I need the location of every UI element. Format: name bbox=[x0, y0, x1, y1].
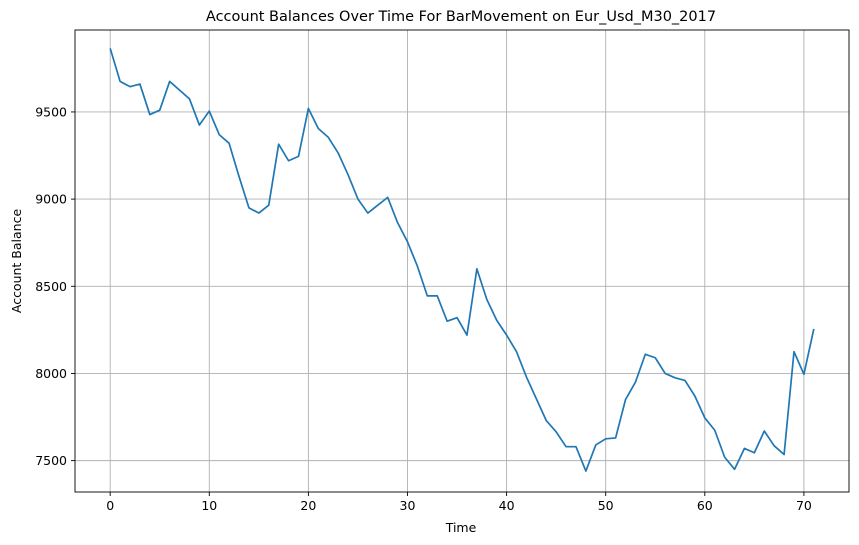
x-axis-label: Time bbox=[445, 520, 477, 535]
tick-layer: 0 10 20 30 40 50 60 70 7500 8000 8500 9000 9500 bbox=[35, 104, 812, 513]
x-tick-label: 60 bbox=[697, 498, 713, 513]
y-axis-label: Account Balance bbox=[9, 209, 24, 314]
plot-frame bbox=[74, 29, 850, 493]
x-tick-label: 0 bbox=[106, 498, 114, 513]
x-tick-label: 50 bbox=[598, 498, 614, 513]
y-tick-label: 9000 bbox=[35, 192, 67, 207]
y-tick-label: 9500 bbox=[35, 104, 67, 119]
x-tick-label: 20 bbox=[300, 498, 316, 513]
axes-frame bbox=[74, 29, 850, 493]
x-tick-label: 10 bbox=[201, 498, 217, 513]
x-tick-label: 30 bbox=[400, 498, 416, 513]
y-tick-label: 8000 bbox=[35, 366, 67, 381]
y-tick-label: 7500 bbox=[35, 453, 67, 468]
y-tick-label: 8500 bbox=[35, 279, 67, 294]
chart-title: Account Balances Over Time For BarMoveme… bbox=[206, 9, 716, 25]
grid-layer bbox=[75, 30, 849, 492]
x-tick-label: 40 bbox=[499, 498, 515, 513]
x-tick-label: 70 bbox=[796, 498, 812, 513]
line-layer bbox=[109, 48, 815, 472]
series-line bbox=[109, 48, 815, 472]
